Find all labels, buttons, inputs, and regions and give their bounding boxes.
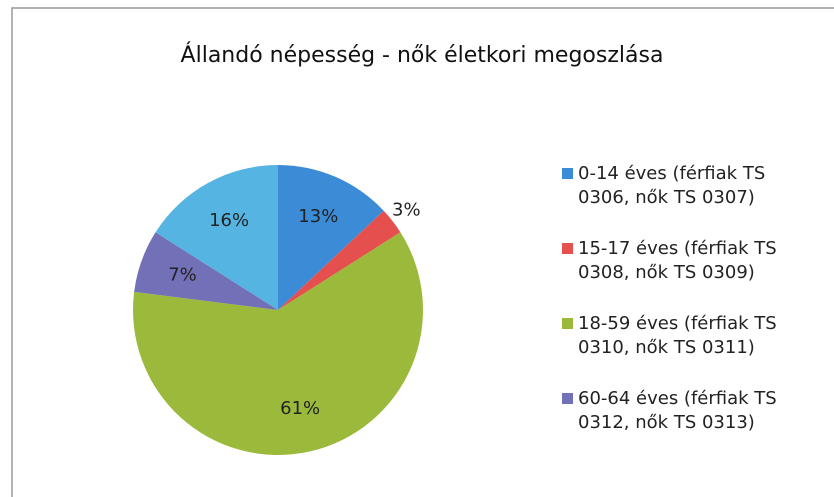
legend-item: 18-59 éves (férfiak TS 0310, nők TS 0311…	[560, 312, 800, 360]
legend-item: 15-17 éves (férfiak TS 0308, nők TS 0309…	[560, 237, 800, 285]
legend: 0-14 éves (férfiak TS 0306, nők TS 0307)…	[560, 162, 800, 462]
value-label: 61%	[280, 398, 320, 419]
pie-slice	[278, 165, 384, 310]
value-label: 13%	[298, 206, 338, 227]
legend-label: 18-59 éves (férfiak TS 0310, nők TS 0311…	[578, 313, 777, 358]
pie-slice	[278, 210, 401, 310]
legend-swatch	[562, 393, 573, 404]
legend-swatch	[562, 243, 573, 254]
legend-item: 60-64 éves (férfiak TS 0312, nők TS 0313…	[560, 387, 800, 435]
frame	[11, 7, 834, 497]
value-label: 3%	[392, 199, 421, 220]
pie-slice	[132, 232, 424, 456]
value-label: 7%	[168, 265, 197, 286]
pie-slice	[134, 232, 278, 310]
value-label: 16%	[209, 210, 249, 231]
chart-title: Állandó népesség - nők életkori megoszlá…	[181, 42, 664, 68]
legend-swatch	[562, 318, 573, 329]
legend-item: 0-14 éves (férfiak TS 0306, nők TS 0307)	[560, 162, 800, 210]
legend-label: 15-17 éves (férfiak TS 0308, nők TS 0309…	[578, 238, 777, 283]
pie-slice	[155, 165, 278, 310]
legend-swatch	[562, 168, 573, 179]
legend-label: 60-64 éves (férfiak TS 0312, nők TS 0313…	[578, 388, 777, 433]
legend-label: 0-14 éves (férfiak TS 0306, nők TS 0307)	[578, 163, 766, 208]
